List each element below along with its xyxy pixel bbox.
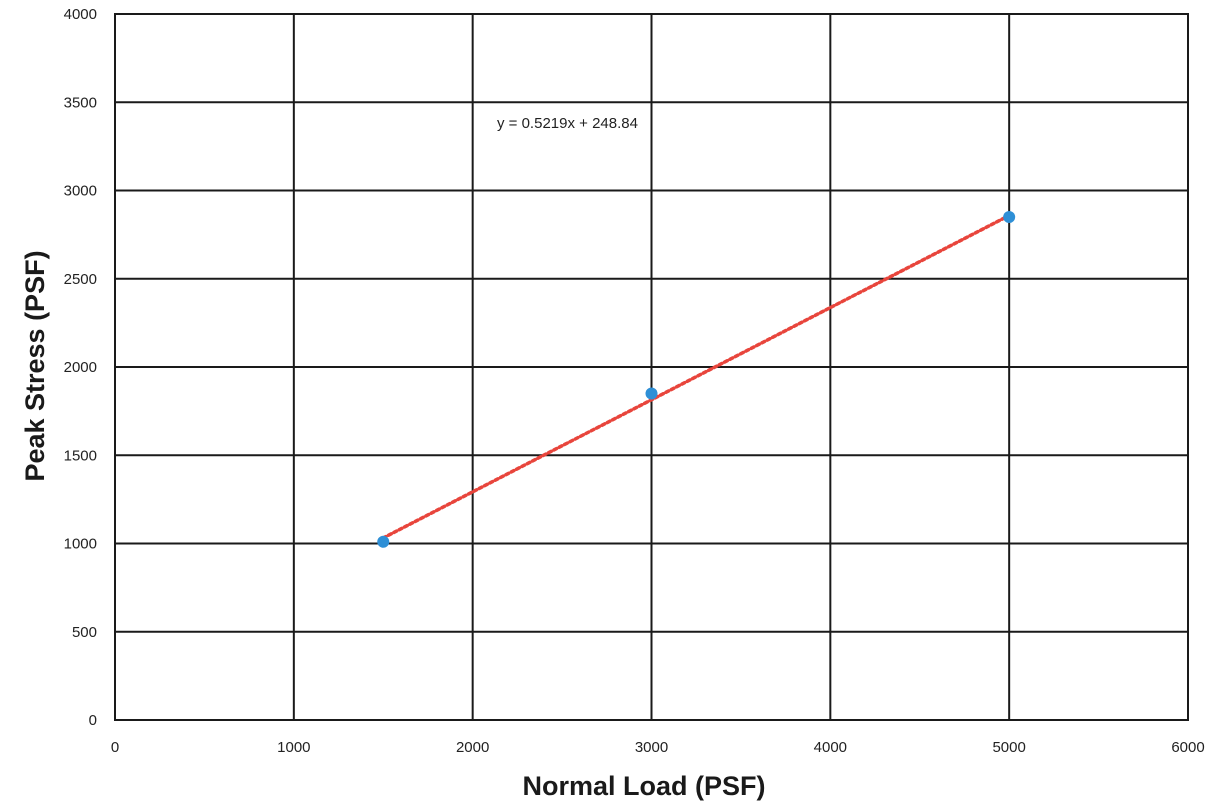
x-tick-label: 4000 [814,739,847,756]
y-tick-label: 1500 [64,447,97,464]
y-tick-label: 500 [72,624,97,641]
x-axis-ticks: 0 1000 2000 3000 4000 5000 6000 [111,739,1205,756]
y-axis-ticks: 0 500 1000 1500 2000 2500 3000 3500 4000 [64,6,97,729]
x-tick-label: 6000 [1171,739,1204,756]
x-tick-label: 0 [111,739,119,756]
x-tick-label: 1000 [277,739,310,756]
data-point [1003,210,1016,223]
y-axis-title: Peak Stress (PSF) [20,250,50,481]
data-point [645,387,658,400]
trendline-group [381,213,1011,540]
x-tick-label: 3000 [635,739,668,756]
y-tick-label: 2000 [64,359,97,376]
y-tick-label: 3500 [64,94,97,111]
trendline [381,213,1011,540]
x-tick-label: 5000 [992,739,1025,756]
y-tick-label: 0 [89,712,97,729]
plot-area-border [114,13,1189,721]
y-tick-label: 1000 [64,536,97,553]
grid [114,13,1189,721]
trendline-equation: y = 0.5219x + 248.84 [497,115,638,132]
y-tick-label: 2500 [64,271,97,288]
data-points [377,210,1016,548]
data-point [377,535,390,548]
x-tick-label: 2000 [456,739,489,756]
y-tick-label: 3000 [64,183,97,200]
y-tick-label: 4000 [64,6,97,23]
x-axis-title: Normal Load (PSF) [522,771,765,801]
